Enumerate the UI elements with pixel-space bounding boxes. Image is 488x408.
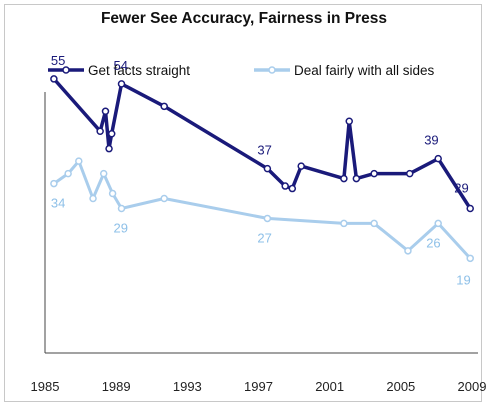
data-label: 26 bbox=[426, 235, 440, 250]
data-point bbox=[50, 75, 58, 83]
legend-label: Get facts straight bbox=[88, 63, 190, 78]
data-point bbox=[101, 107, 110, 116]
data-point bbox=[64, 169, 72, 178]
chart-axes bbox=[44, 92, 478, 354]
data-point bbox=[405, 169, 414, 178]
x-tick-label: 2009 bbox=[458, 379, 487, 394]
data-point bbox=[160, 102, 168, 111]
data-label: 19 bbox=[456, 272, 470, 287]
series-get-facts-straight: 55 54 37 39 29 bbox=[50, 53, 474, 213]
data-point bbox=[117, 204, 126, 213]
series-deal-fairly: 34 29 27 26 19 bbox=[50, 157, 474, 287]
data-point bbox=[105, 144, 113, 153]
data-point bbox=[370, 169, 378, 178]
data-point bbox=[263, 164, 272, 173]
data-point bbox=[340, 174, 348, 183]
data-label: 37 bbox=[257, 143, 271, 158]
x-tick-label: 2001 bbox=[315, 379, 344, 394]
data-point bbox=[466, 254, 474, 263]
data-label: 27 bbox=[257, 230, 271, 245]
x-tick-label: 1997 bbox=[244, 379, 273, 394]
data-point bbox=[96, 127, 104, 135]
data-point bbox=[466, 204, 474, 213]
data-point bbox=[50, 179, 58, 188]
data-point bbox=[281, 182, 289, 190]
data-label: 34 bbox=[51, 196, 65, 211]
data-point bbox=[404, 247, 412, 255]
legend-marker bbox=[268, 66, 276, 74]
data-label: 54 bbox=[114, 58, 128, 73]
data-point bbox=[117, 80, 126, 88]
x-tick-label: 2005 bbox=[386, 379, 415, 394]
series-layer: 55 54 37 39 29 34 29 27 26 19 bbox=[50, 53, 474, 287]
data-label: 29 bbox=[114, 220, 128, 235]
chart-legend: Get facts straight Deal fairly with all s… bbox=[48, 63, 435, 78]
data-point bbox=[263, 214, 272, 223]
x-tick-label: 1985 bbox=[31, 379, 60, 394]
x-tick-label: 1989 bbox=[102, 379, 131, 394]
data-point bbox=[288, 184, 297, 193]
legend-label: Deal fairly with all sides bbox=[294, 63, 435, 78]
chart-title: Fewer See Accuracy, Fairness in Press bbox=[100, 10, 388, 27]
data-point bbox=[340, 219, 348, 228]
data-point bbox=[99, 169, 108, 178]
data-point bbox=[352, 174, 361, 183]
x-tick-labels: 1985 1989 1993 1997 2001 2005 2009 bbox=[31, 379, 487, 394]
data-point bbox=[370, 219, 378, 228]
data-label: 29 bbox=[454, 180, 468, 195]
data-point bbox=[297, 162, 305, 170]
data-point bbox=[160, 194, 168, 203]
data-point bbox=[434, 219, 442, 228]
data-point bbox=[434, 154, 442, 163]
legend-marker bbox=[62, 66, 70, 74]
data-point bbox=[75, 157, 83, 165]
x-tick-label: 1993 bbox=[173, 379, 202, 394]
series-line bbox=[53, 159, 472, 260]
data-label: 55 bbox=[51, 53, 65, 68]
data-point bbox=[108, 189, 117, 198]
data-point bbox=[107, 129, 116, 138]
data-point bbox=[345, 117, 353, 126]
data-label: 39 bbox=[424, 133, 438, 148]
series-line bbox=[52, 77, 472, 210]
data-point bbox=[89, 194, 97, 203]
